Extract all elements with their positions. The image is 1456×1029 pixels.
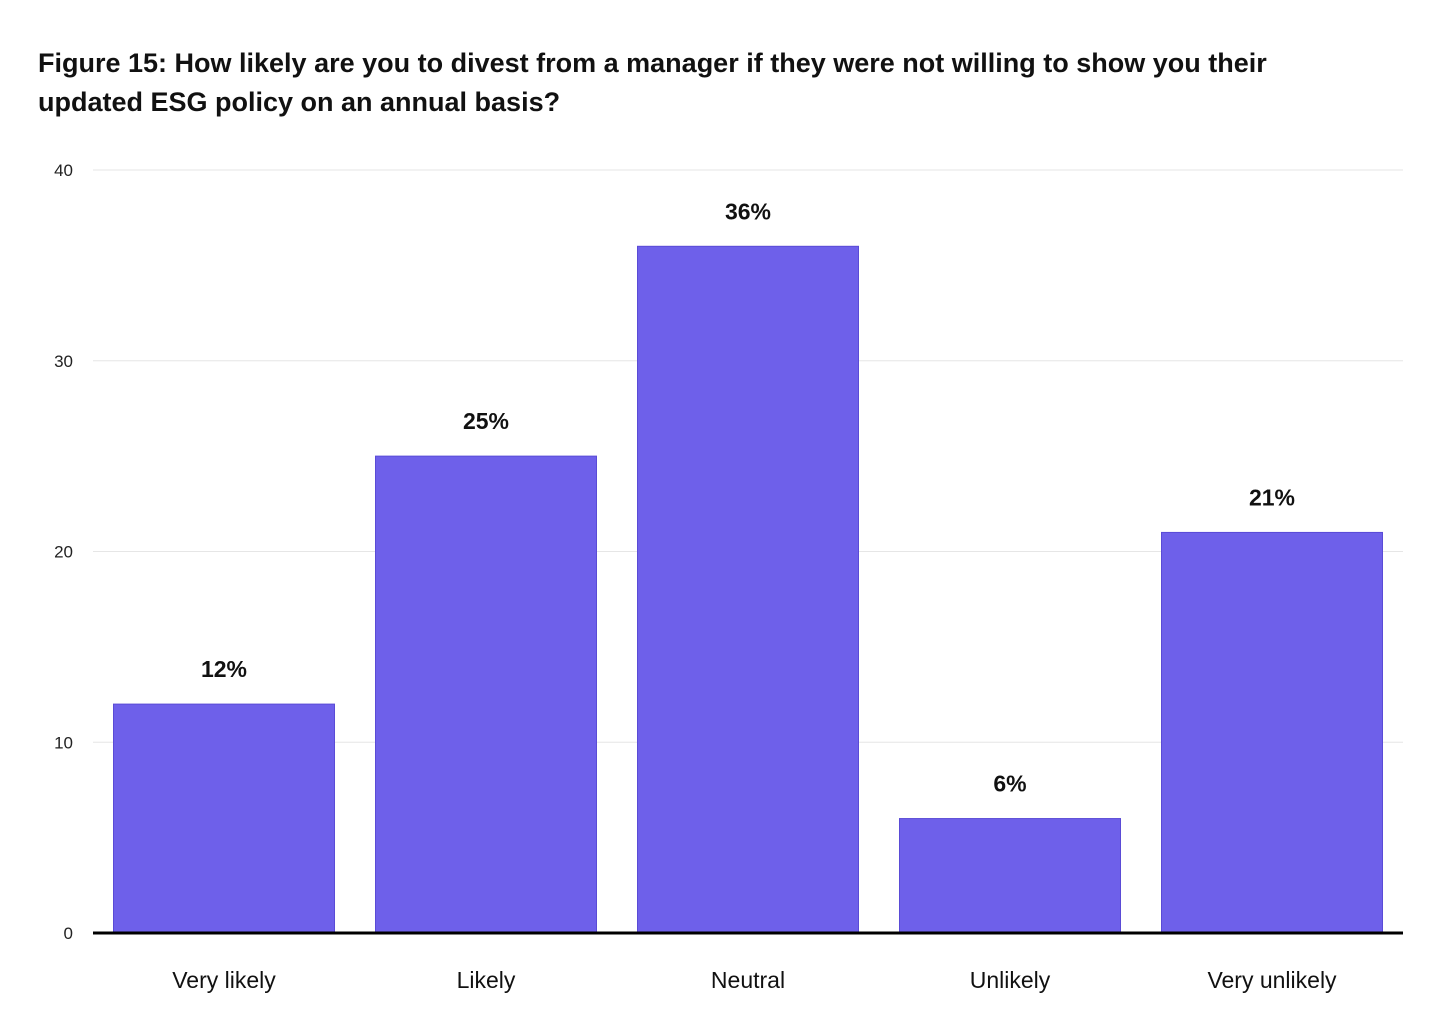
data-label: 12% (201, 656, 247, 682)
x-axis-categories: Very likely Likely Neutral Unlikely Very unl… (172, 967, 1337, 993)
bars (113, 245, 1383, 934)
y-tick-label: 40 (54, 161, 73, 180)
bar-very-likely (113, 703, 335, 934)
chart-title: Figure 15: How likely are you to divest … (38, 48, 1267, 117)
y-axis-ticks: 0 10 20 30 40 (54, 161, 73, 943)
bar-unlikely (899, 818, 1121, 934)
y-tick-label: 30 (54, 352, 73, 371)
data-labels: 12% 25% 36% 6% 21% (201, 198, 1295, 796)
data-label: 21% (1249, 484, 1295, 510)
x-category-label: Neutral (711, 967, 785, 993)
data-label: 6% (993, 771, 1026, 797)
x-category-label: Likely (457, 967, 516, 993)
y-tick-label: 20 (54, 543, 73, 562)
data-label: 25% (463, 408, 509, 434)
data-label: 36% (725, 198, 771, 224)
bar-very-unlikely (1161, 531, 1383, 934)
bar-neutral (637, 245, 859, 934)
x-category-label: Very unlikely (1207, 967, 1337, 993)
y-tick-label: 0 (64, 924, 73, 943)
bar-likely (375, 455, 597, 934)
y-tick-label: 10 (54, 733, 73, 752)
x-category-label: Very likely (172, 967, 276, 993)
x-category-label: Unlikely (970, 967, 1051, 993)
